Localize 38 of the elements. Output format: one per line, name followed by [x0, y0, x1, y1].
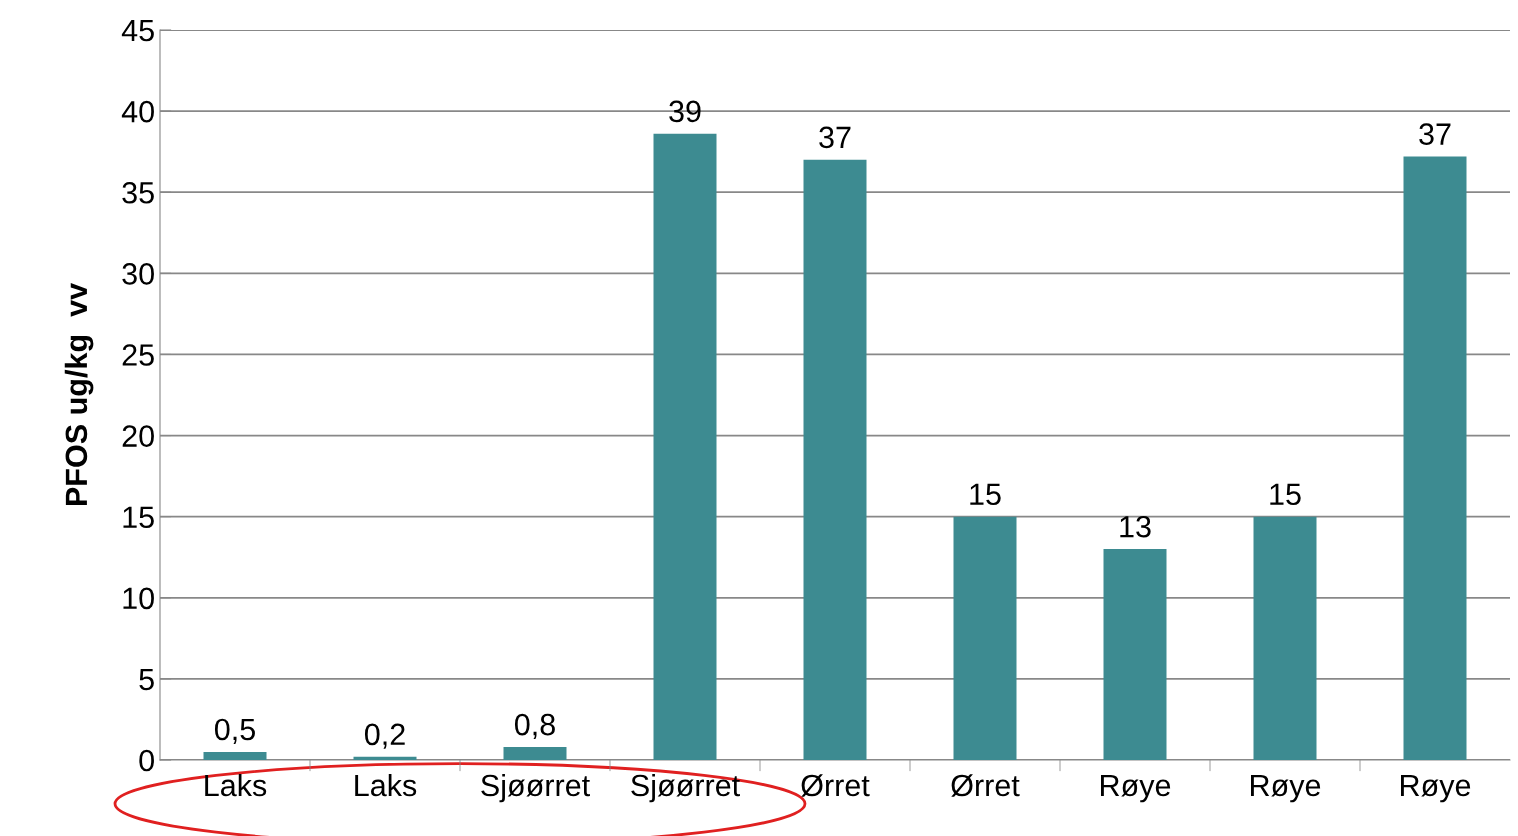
bar — [203, 751, 267, 760]
bar — [953, 516, 1017, 760]
x-tick-label: Røye — [1401, 775, 1471, 803]
y-tick-label: 20 — [122, 425, 154, 447]
x-tick-label: Røye — [1101, 775, 1171, 803]
y-tick-label: 5 — [139, 668, 154, 691]
data-label: 37 — [819, 126, 851, 149]
bar — [353, 756, 417, 760]
x-tick-label: Sjøørret — [631, 773, 740, 803]
data-label: 0,5 — [214, 718, 255, 744]
bar — [653, 133, 717, 760]
bar — [503, 747, 567, 760]
y-tick-label: 45 — [121, 20, 154, 42]
y-axis-title: PFOS ug/kg vv — [64, 283, 94, 506]
data-label: 37 — [1419, 123, 1451, 145]
x-tick-label: Sjøørret — [481, 773, 590, 803]
data-label: 15 — [1270, 483, 1301, 506]
y-tick-label: 25 — [122, 344, 154, 366]
data-label: 39 — [669, 100, 701, 123]
y-tick-label: 40 — [121, 100, 154, 123]
data-label: 15 — [970, 483, 1001, 506]
x-tick-label: Ørret — [951, 774, 1020, 797]
x-tick-label: Laks — [205, 773, 267, 797]
bar — [1253, 516, 1317, 760]
y-tick-label: 15 — [123, 506, 154, 529]
bar — [1403, 156, 1467, 760]
data-label: 0,8 — [514, 713, 555, 740]
y-tick-label: 10 — [123, 587, 154, 610]
bar — [1103, 549, 1167, 760]
y-tick-label: 0 — [139, 749, 154, 772]
y-tick-label: 30 — [122, 263, 154, 285]
data-label: 13 — [1120, 515, 1151, 538]
bar — [803, 159, 867, 760]
x-tick-label: Røye — [1251, 775, 1321, 803]
data-label: 0,2 — [364, 723, 405, 749]
x-tick-label: Laks — [355, 773, 417, 797]
x-tick-label: Ørret — [801, 774, 870, 797]
y-tick-label: 35 — [122, 181, 154, 204]
